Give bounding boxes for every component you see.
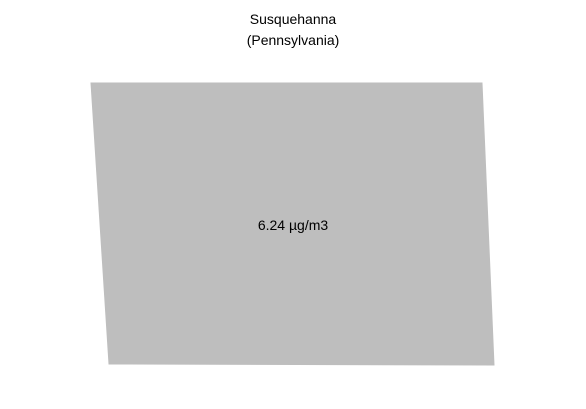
county-value-label: 6.24 µg/m3 [258, 217, 329, 233]
state-name-subtitle: (Pennsylvania) [246, 32, 340, 48]
county-name-title: Susquehanna [249, 11, 337, 27]
county-region-shape [90, 82, 495, 366]
